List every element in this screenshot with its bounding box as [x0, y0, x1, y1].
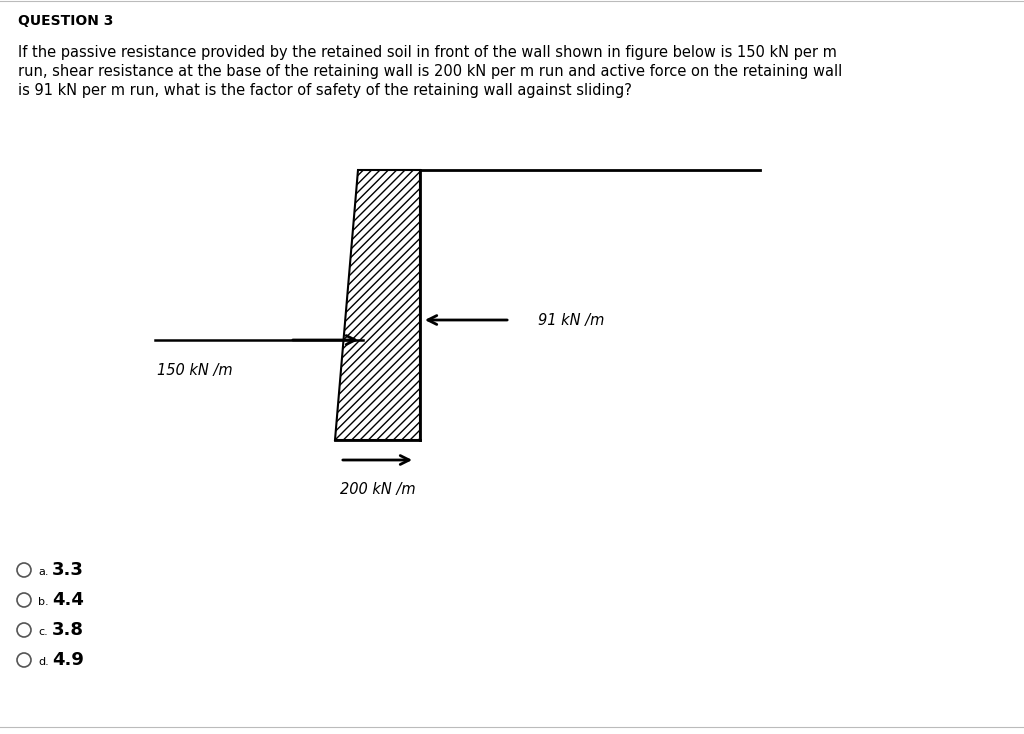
Text: c.: c.	[38, 627, 48, 637]
Text: a.: a.	[38, 567, 48, 577]
Text: d.: d.	[38, 657, 49, 667]
Text: 3.3: 3.3	[52, 561, 84, 579]
Circle shape	[17, 563, 31, 577]
Text: 150 kN /m: 150 kN /m	[157, 363, 232, 378]
Polygon shape	[335, 170, 420, 440]
Circle shape	[17, 593, 31, 607]
Text: If the passive resistance provided by the retained soil in front of the wall sho: If the passive resistance provided by th…	[18, 45, 837, 60]
Text: QUESTION 3: QUESTION 3	[18, 14, 114, 28]
Circle shape	[17, 653, 31, 667]
Text: 200 kN /m: 200 kN /m	[340, 482, 416, 497]
Text: 4.9: 4.9	[52, 651, 84, 669]
Text: b.: b.	[38, 597, 48, 607]
Text: 3.8: 3.8	[52, 621, 84, 639]
Text: 91 kN /m: 91 kN /m	[538, 313, 604, 327]
Circle shape	[17, 623, 31, 637]
Text: is 91 kN per m run, what is the factor of safety of the retaining wall against s: is 91 kN per m run, what is the factor o…	[18, 83, 632, 98]
Text: 4.4: 4.4	[52, 591, 84, 609]
Text: run, shear resistance at the base of the retaining wall is 200 kN per m run and : run, shear resistance at the base of the…	[18, 64, 843, 79]
